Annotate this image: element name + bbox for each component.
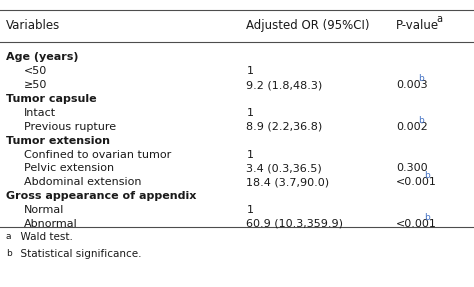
Text: a: a (436, 14, 442, 24)
Text: Adjusted OR (95%CI): Adjusted OR (95%CI) (246, 19, 370, 32)
Text: 9.2 (1.8,48.3): 9.2 (1.8,48.3) (246, 80, 323, 90)
Text: 0.002: 0.002 (396, 122, 428, 132)
Text: Tumor capsule: Tumor capsule (6, 94, 96, 104)
Text: Tumor extension: Tumor extension (6, 136, 109, 146)
Text: Previous rupture: Previous rupture (24, 122, 116, 132)
Text: <0.001: <0.001 (396, 219, 437, 229)
Text: ≥50: ≥50 (24, 80, 47, 90)
Text: Intact: Intact (24, 108, 56, 118)
Text: 3.4 (0.3,36.5): 3.4 (0.3,36.5) (246, 163, 322, 173)
Text: Normal: Normal (24, 205, 64, 215)
Text: <50: <50 (24, 66, 47, 76)
Text: Wald test.: Wald test. (14, 232, 73, 242)
Text: 0.300: 0.300 (396, 163, 428, 173)
Text: b: b (424, 213, 430, 222)
Text: Gross appearance of appendix: Gross appearance of appendix (6, 191, 196, 201)
Text: 0.003: 0.003 (396, 80, 428, 90)
Text: Confined to ovarian tumor: Confined to ovarian tumor (24, 150, 171, 160)
Text: 60.9 (10.3,359.9): 60.9 (10.3,359.9) (246, 219, 344, 229)
Text: Abnormal: Abnormal (24, 219, 77, 229)
Text: 8.9 (2.2,36.8): 8.9 (2.2,36.8) (246, 122, 323, 132)
Text: Pelvic extension: Pelvic extension (24, 163, 114, 173)
Text: <0.001: <0.001 (396, 177, 437, 187)
Text: 1: 1 (246, 66, 254, 76)
Text: P-value: P-value (396, 19, 439, 32)
Text: 1: 1 (246, 108, 254, 118)
Text: 1: 1 (246, 150, 254, 160)
Text: b: b (6, 249, 11, 259)
Text: b: b (424, 171, 430, 181)
Text: a: a (6, 232, 11, 241)
Text: Statistical significance.: Statistical significance. (14, 249, 142, 259)
Text: b: b (419, 116, 424, 125)
Text: Variables: Variables (6, 19, 60, 32)
Text: 18.4 (3.7,90.0): 18.4 (3.7,90.0) (246, 177, 329, 187)
Text: 1: 1 (246, 205, 254, 215)
Text: b: b (419, 74, 424, 83)
Text: Abdominal extension: Abdominal extension (24, 177, 141, 187)
Text: Age (years): Age (years) (6, 53, 78, 62)
